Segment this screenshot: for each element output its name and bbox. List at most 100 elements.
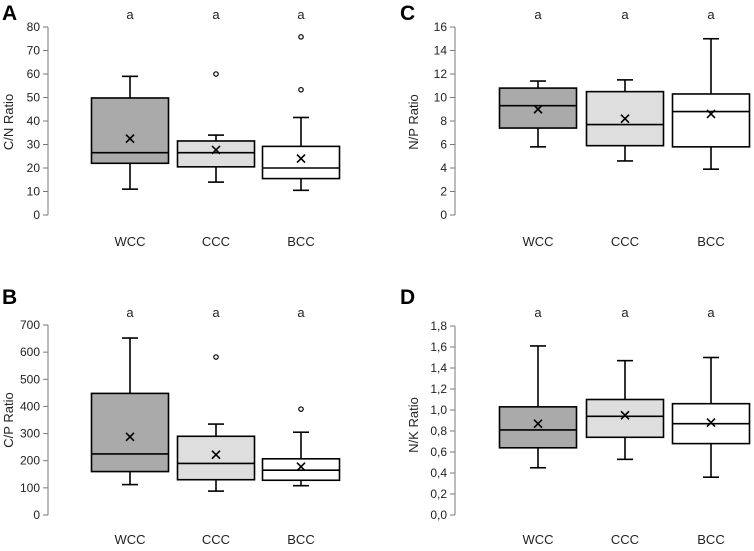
y-tick-label-c: 0 (440, 208, 447, 222)
significance-letter-a: a (212, 7, 220, 22)
y-tick-label-d: 0,0 (430, 508, 447, 522)
mean-marker (620, 410, 630, 420)
box-c-wcc (498, 80, 578, 148)
y-tick-label-d: 1,2 (430, 382, 447, 396)
y-axis-title-b: C/P Ratio (1, 392, 16, 447)
y-tick-label-c: 14 (434, 44, 448, 58)
iqr-box (498, 87, 578, 129)
panel-letter-a: A (2, 2, 17, 25)
y-tick-label-d: 1,0 (430, 403, 447, 417)
mean-marker (211, 450, 221, 460)
significance-letter-a: a (126, 7, 134, 22)
y-tick-label-a: 10 (27, 185, 41, 199)
iqr-box (261, 145, 341, 180)
box-b-bcc (261, 406, 341, 487)
significance-letter-c: a (534, 7, 542, 22)
category-label-b: CCC (202, 532, 230, 547)
outlier-point (298, 34, 304, 40)
mean-marker (211, 145, 221, 155)
y-tick-label-c: 6 (440, 138, 447, 152)
outlier-point (298, 406, 304, 412)
y-tick-label-a: 30 (27, 138, 41, 152)
outlier-point (298, 86, 304, 93)
mean-marker (620, 114, 630, 124)
mean-marker (706, 418, 716, 428)
category-label-c: CCC (611, 234, 639, 249)
y-tick-label-a: 20 (27, 161, 41, 175)
category-label-d: CCC (611, 532, 639, 547)
mean-marker (125, 134, 135, 144)
y-tick-label-d: 0,6 (430, 445, 447, 459)
box-c-ccc (585, 79, 665, 162)
y-tick-label-b: 700 (20, 318, 40, 332)
category-label-a: CCC (202, 234, 230, 249)
y-tick-label-a: 40 (27, 114, 41, 128)
panel-letter-c: C (400, 2, 415, 25)
box-b-ccc (176, 354, 256, 492)
iqr-box (176, 140, 256, 168)
panel-d: D N/K Ratio 0,0 0,2 0,4 0,6 0,8 1,0 1,2 1,4 1,6 1… (400, 286, 751, 547)
y-axis-title-c: N/P Ratio (406, 94, 421, 149)
box-b-wcc (90, 337, 170, 486)
y-tick-label-a: 50 (27, 91, 41, 105)
mean-marker (125, 432, 135, 442)
y-tick-label-d: 0,2 (430, 487, 447, 501)
y-tick-label-b: 400 (20, 399, 40, 413)
mean-marker (296, 462, 306, 472)
y-tick-label-d: 1,4 (430, 361, 447, 375)
significance-letter-c: a (707, 7, 715, 22)
box-d-ccc (585, 359, 665, 461)
iqr-box (585, 90, 665, 147)
panel-letter-d: D (400, 286, 415, 309)
y-axis-title-a: C/N Ratio (1, 94, 16, 150)
panel-b: B C/P Ratio 0 100 200 300 400 500 600 700 WCC a CC… (1, 286, 341, 547)
y-tick-label-b: 300 (20, 427, 40, 441)
panel-a: A C/N Ratio 0 10 20 30 40 50 60 70 80 WCC a CCC a BCC… (1, 2, 341, 249)
y-tick-label-a: 60 (27, 67, 41, 81)
y-tick-label-d: 0,4 (430, 466, 447, 480)
panel-c: C N/P Ratio 0 2 4 6 8 10 12 14 16 WCC a CCC a BCC a (400, 2, 751, 249)
y-tick-label-c: 16 (434, 20, 448, 34)
panel-letter-b: B (2, 286, 17, 309)
significance-letter-d: a (621, 305, 629, 320)
y-tick-label-d: 1,8 (430, 319, 447, 333)
y-tick-label-b: 600 (20, 345, 40, 359)
y-tick-label-b: 100 (20, 481, 40, 495)
y-tick-label-c: 4 (440, 161, 447, 175)
box-a-bcc (261, 34, 341, 192)
y-tick-label-c: 10 (434, 91, 448, 105)
y-tick-label-c: 12 (434, 67, 448, 81)
significance-letter-b: a (297, 305, 305, 320)
y-tick-label-c: 2 (440, 185, 447, 199)
y-tick-label-b: 500 (20, 372, 40, 386)
iqr-box (585, 398, 665, 439)
category-label-d: WCC (522, 532, 553, 547)
box-c-bcc (671, 37, 751, 170)
significance-letter-a: a (297, 7, 305, 22)
iqr-box (671, 93, 751, 148)
y-tick-label-a: 80 (27, 20, 41, 34)
box-a-wcc (90, 75, 170, 190)
mean-marker (296, 154, 306, 164)
category-label-c: WCC (522, 234, 553, 249)
significance-letter-d: a (534, 305, 542, 320)
y-tick-label-a: 0 (33, 208, 40, 222)
y-tick-label-d: 0,8 (430, 424, 447, 438)
category-label-a: BCC (287, 234, 314, 249)
box-d-bcc (671, 356, 751, 479)
mean-marker (533, 104, 543, 114)
box-d-wcc (498, 345, 578, 469)
outlier-point (213, 354, 219, 360)
mean-marker (706, 109, 716, 119)
category-label-b: BCC (287, 532, 314, 547)
significance-letter-b: a (212, 305, 220, 320)
category-label-a: WCC (114, 234, 145, 249)
significance-letter-c: a (621, 7, 629, 22)
y-tick-label-a: 70 (27, 44, 41, 58)
outlier-point (213, 71, 219, 77)
iqr-box (90, 392, 170, 473)
iqr-box (498, 406, 578, 449)
iqr-box (176, 435, 256, 481)
box-a-ccc (176, 71, 256, 183)
y-tick-label-c: 8 (440, 114, 447, 128)
